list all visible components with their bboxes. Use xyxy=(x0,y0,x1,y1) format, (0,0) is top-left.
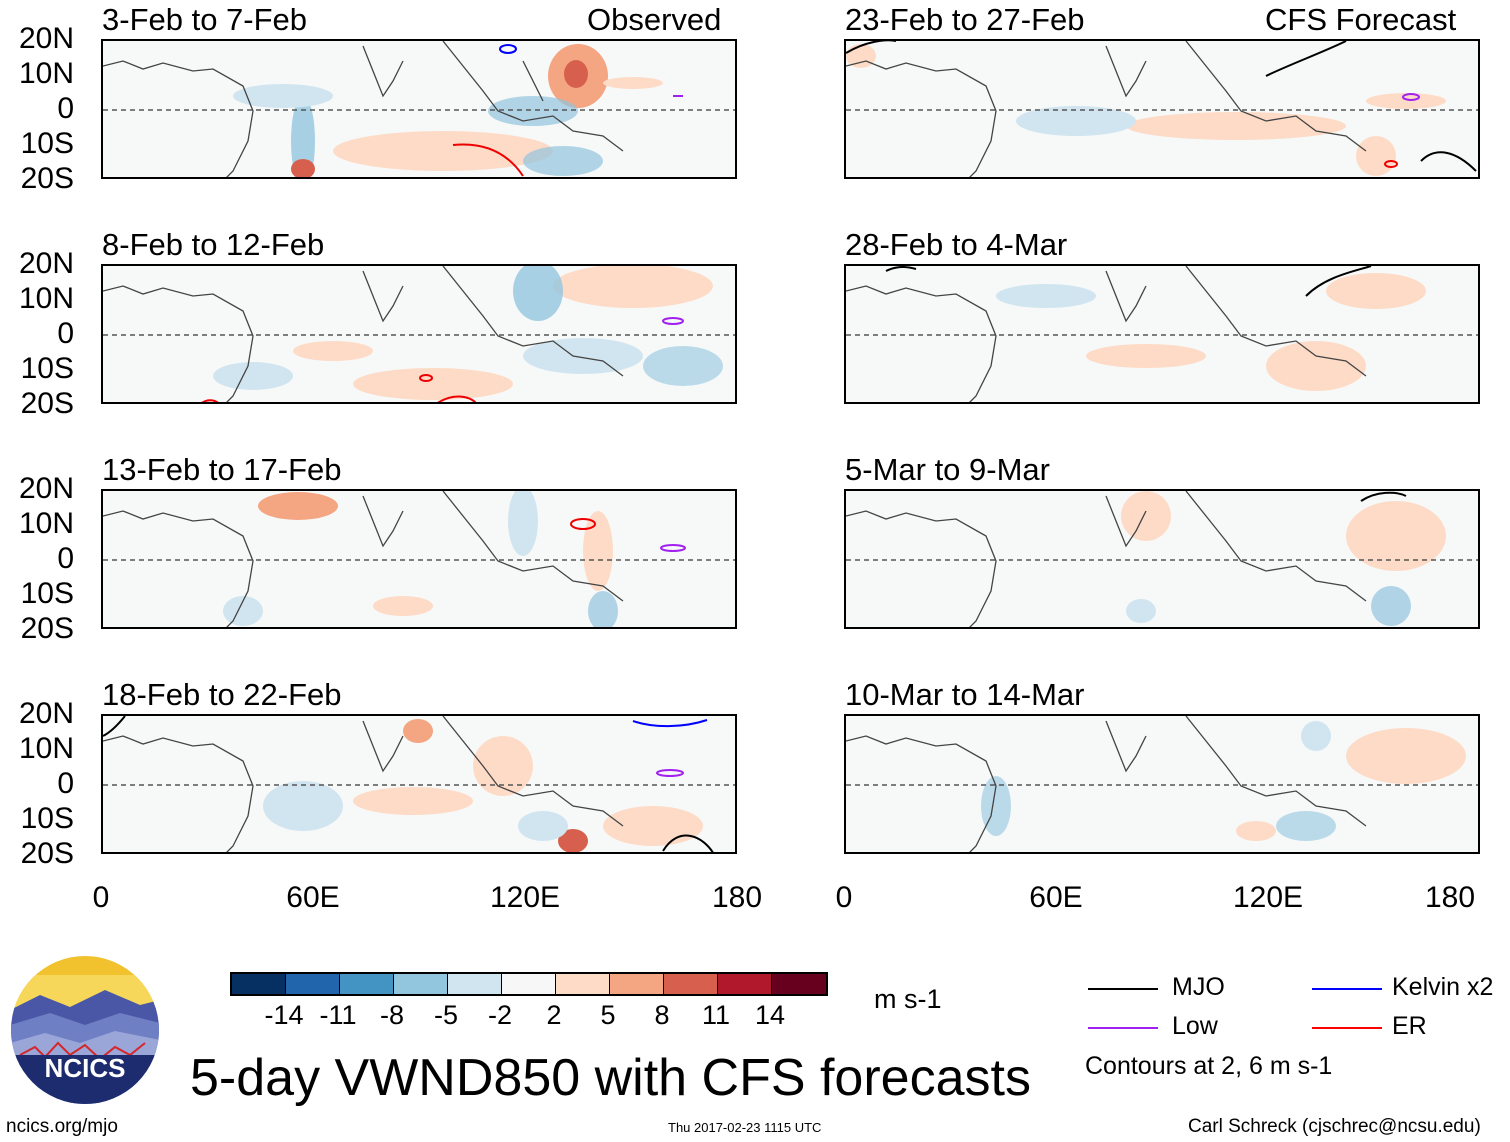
panel-title-3: 13-Feb to 17-Feb xyxy=(102,452,342,487)
lat-label: 20S xyxy=(20,162,74,195)
colorbar-tick: 5 xyxy=(600,1000,616,1030)
colorbar-tick: -8 xyxy=(379,1000,404,1030)
wind-anomaly-map xyxy=(103,491,735,627)
colorbar-swatch xyxy=(340,974,394,994)
legend-label-mjo: MJO xyxy=(1172,973,1225,1001)
map-panel-fcst-1 xyxy=(844,39,1480,179)
lat-label: 20S xyxy=(20,612,74,645)
colorbar-swatch xyxy=(664,974,718,994)
map-panel-obs-1 xyxy=(101,39,737,179)
lat-label: 10S xyxy=(20,352,74,385)
lat-label: 20N xyxy=(18,697,74,730)
legend-line-mjo xyxy=(1088,988,1158,990)
lat-label: 20N xyxy=(18,247,74,280)
map-panel-obs-2 xyxy=(101,264,737,404)
lat-label: 20N xyxy=(18,472,74,505)
footer-url: ncics.org/mjo xyxy=(6,1116,118,1137)
legend-label-er: ER xyxy=(1392,1012,1427,1040)
colorbar-units: m s-1 xyxy=(874,984,942,1014)
lat-label: 10N xyxy=(18,282,74,315)
lat-label: 20S xyxy=(20,387,74,420)
colorbar-tick: -11 xyxy=(319,1000,357,1030)
colorbar-swatch xyxy=(610,974,664,994)
lon-label: 60E xyxy=(1029,881,1083,914)
lat-label: 10S xyxy=(20,802,74,835)
ncics-logo: NCICS xyxy=(10,955,160,1105)
lat-label: 10S xyxy=(20,127,74,160)
colorbar-tick: 2 xyxy=(546,1000,562,1030)
colorbar-tick: -14 xyxy=(264,1000,304,1030)
panel-title-8: 10-Mar to 14-Mar xyxy=(845,677,1085,712)
colorbar xyxy=(230,972,828,996)
footer-author: Carl Schreck (cjschrec@ncsu.edu) xyxy=(1188,1116,1481,1137)
lon-label: 0 xyxy=(835,881,853,914)
wind-anomaly-map xyxy=(103,716,735,852)
wind-anomaly-map xyxy=(846,716,1478,852)
colorbar-tick: -2 xyxy=(487,1000,512,1030)
lon-label: 0 xyxy=(92,881,110,914)
lat-label: 20N xyxy=(18,22,74,55)
lat-label: 10N xyxy=(18,732,74,765)
colorbar-swatch xyxy=(232,974,286,994)
colorbar-swatch xyxy=(502,974,556,994)
lat-label: 0 xyxy=(57,767,74,800)
panel-title-5: 23-Feb to 27-Feb xyxy=(845,2,1085,37)
panel-title-7: 5-Mar to 9-Mar xyxy=(845,452,1050,487)
colorbar-swatch xyxy=(286,974,340,994)
wind-anomaly-map xyxy=(846,41,1478,177)
legend-line-low xyxy=(1088,1027,1158,1029)
panel-title-6: 28-Feb to 4-Mar xyxy=(845,227,1068,262)
lat-label: 0 xyxy=(57,317,74,350)
lat-label: 10N xyxy=(18,57,74,90)
colorbar-swatch xyxy=(718,974,772,994)
lat-label: 10N xyxy=(18,507,74,540)
lat-label: 10S xyxy=(20,577,74,610)
colorbar-swatch xyxy=(772,974,826,994)
panel-tag-observed: Observed xyxy=(587,2,722,37)
panel-title-2: 8-Feb to 12-Feb xyxy=(102,227,325,262)
lat-label: 20S xyxy=(20,837,74,870)
legend-line-er xyxy=(1312,1027,1382,1029)
colorbar-tick: 14 xyxy=(754,1000,786,1030)
colorbar-swatch xyxy=(394,974,448,994)
colorbar-swatch xyxy=(448,974,502,994)
main-title: 5-day VWND850 with CFS forecasts xyxy=(190,1049,1031,1107)
colorbar-swatch xyxy=(556,974,610,994)
lon-label: 120E xyxy=(489,881,561,914)
wind-anomaly-map xyxy=(846,491,1478,627)
legend-label-low: Low xyxy=(1172,1012,1218,1040)
wind-anomaly-map xyxy=(846,266,1478,402)
map-panel-obs-4 xyxy=(101,714,737,854)
panel-title-4: 18-Feb to 22-Feb xyxy=(102,677,342,712)
logo-text: NCICS xyxy=(45,1053,126,1083)
footer-timestamp: Thu 2017-02-23 1115 UTC xyxy=(668,1120,822,1135)
colorbar-tick: 8 xyxy=(654,1000,670,1030)
lon-label: 120E xyxy=(1232,881,1304,914)
colorbar-tick: 11 xyxy=(701,1000,731,1030)
panel-title-1: 3-Feb to 7-Feb xyxy=(102,2,308,37)
map-panel-fcst-2 xyxy=(844,264,1480,404)
wind-anomaly-map xyxy=(103,41,735,177)
lon-label: 180 xyxy=(1424,881,1476,914)
legend-label-kelvin: Kelvin x2 xyxy=(1392,973,1494,1001)
wind-anomaly-map xyxy=(103,266,735,402)
legend-note: Contours at 2, 6 m s-1 xyxy=(1085,1052,1333,1080)
lat-label: 0 xyxy=(57,542,74,575)
map-panel-obs-3 xyxy=(101,489,737,629)
lat-label: 0 xyxy=(57,92,74,125)
map-panel-fcst-4 xyxy=(844,714,1480,854)
map-panel-fcst-3 xyxy=(844,489,1480,629)
lon-label: 180 xyxy=(711,881,763,914)
lon-label: 60E xyxy=(286,881,340,914)
colorbar-tick: -5 xyxy=(433,1000,458,1030)
panel-tag-forecast: CFS Forecast xyxy=(1265,2,1457,37)
legend-line-kelvin xyxy=(1312,988,1382,990)
